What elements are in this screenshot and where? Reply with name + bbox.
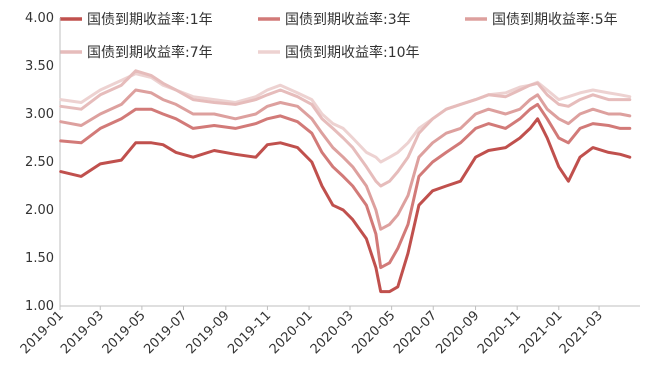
x-tick-label: 2019-05 bbox=[100, 308, 149, 357]
series-line-1 bbox=[59, 102, 632, 270]
x-tick-label: 2021-01 bbox=[517, 308, 566, 357]
x-tick-label: 2019-01 bbox=[18, 308, 67, 357]
x-tick-label: 2019-09 bbox=[184, 308, 233, 357]
y-tick-label: 2.50 bbox=[25, 155, 54, 170]
legend-label-2: 国债到期收益率:5年 bbox=[492, 11, 618, 28]
legend-label-0: 国债到期收益率:1年 bbox=[87, 11, 213, 28]
x-tick-label: 2020-07 bbox=[391, 308, 440, 357]
x-tick-label: 2020-01 bbox=[267, 308, 316, 357]
legend: 国债到期收益率:1年 国债到期收益率:3年 国债到期收益率:5年国债到期收益率:7年… bbox=[60, 11, 618, 61]
series-line-3 bbox=[59, 69, 632, 188]
x-tick-label: 2020-03 bbox=[308, 308, 357, 357]
x-tick-label: 2019-07 bbox=[141, 308, 190, 357]
y-tick-label: 2.00 bbox=[25, 203, 54, 218]
x-tick-label: 2020-09 bbox=[433, 308, 482, 357]
y-tick-label: 3.00 bbox=[25, 107, 54, 122]
series-line-4 bbox=[59, 72, 632, 164]
x-tick-label: 2019-03 bbox=[58, 308, 107, 357]
y-tick-label: 3.50 bbox=[25, 59, 54, 74]
x-tick-label: 2019-11 bbox=[225, 308, 274, 357]
legend-label-3: 国债到期收益率:7年 bbox=[87, 44, 213, 61]
y-tick-label: 1.00 bbox=[25, 299, 54, 314]
series-line-0 bbox=[59, 117, 632, 294]
legend-label-4: 国债到期收益率:10年 bbox=[285, 44, 420, 61]
y-axis: 1.00 1.50 2.00 2.50 3.00 3.50 4.00 bbox=[25, 11, 61, 314]
x-tick-label: 2021-03 bbox=[557, 308, 606, 357]
x-tick-label: 2020-11 bbox=[475, 308, 524, 357]
series-line-2 bbox=[59, 88, 632, 231]
y-tick-label: 1.50 bbox=[25, 251, 54, 266]
x-axis: 2019-012019-032019-052019-072019-092019-… bbox=[18, 305, 640, 357]
plot-lines bbox=[59, 69, 632, 294]
legend-label-1: 国债到期收益率:3年 bbox=[285, 11, 411, 28]
y-tick-label: 4.00 bbox=[25, 11, 54, 26]
x-tick-label: 2020-05 bbox=[349, 308, 398, 357]
